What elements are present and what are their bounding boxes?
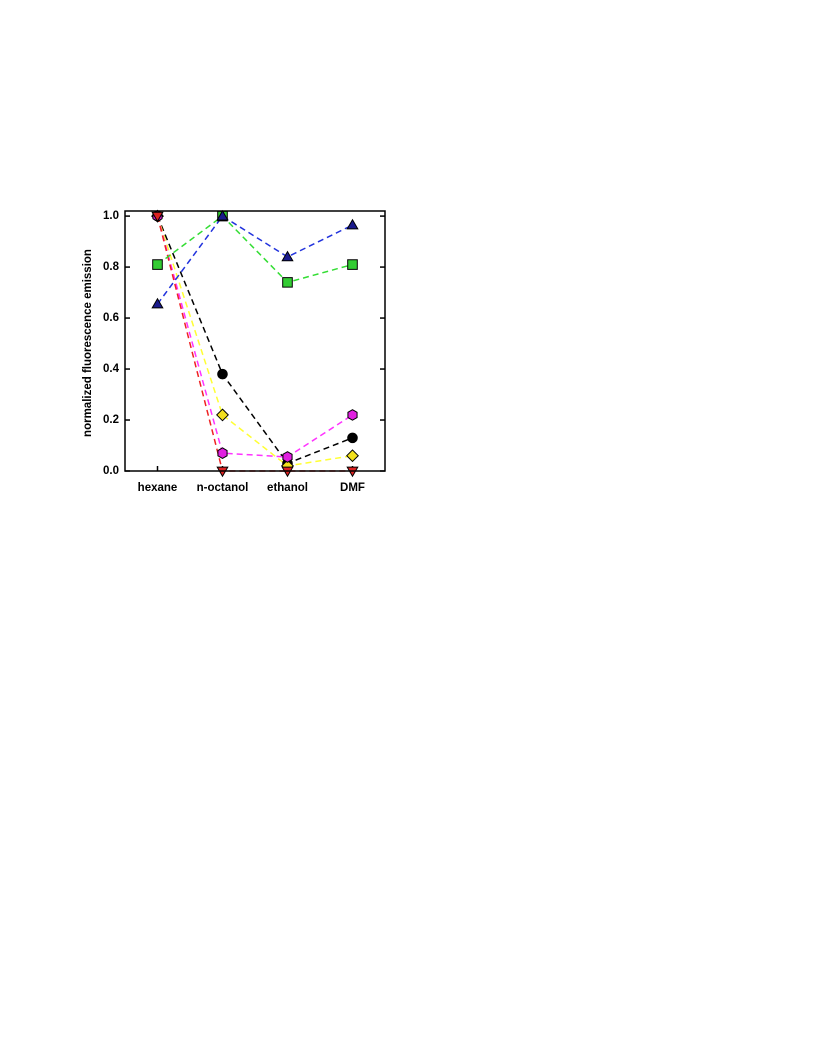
- x-tick-label: hexane: [138, 482, 178, 494]
- y-tick-label: 1.0: [103, 210, 119, 222]
- marker: [151, 211, 164, 223]
- series-line: [156, 215, 353, 467]
- y-tick-label: 0.0: [103, 465, 119, 477]
- marker: [217, 368, 228, 380]
- marker: [347, 409, 358, 421]
- y-tick-label: 0.2: [103, 414, 119, 426]
- series-line: [156, 215, 353, 305]
- marker: [347, 259, 358, 270]
- marker: [346, 449, 359, 463]
- marker: [282, 451, 293, 463]
- marker: [216, 209, 229, 221]
- marker: [152, 259, 163, 270]
- plot-frame: [124, 210, 386, 472]
- y-tick-label: 0.4: [103, 363, 120, 375]
- x-tick-label: ethanol: [267, 482, 308, 494]
- series-line: [156, 215, 353, 465]
- series-line: [156, 215, 353, 472]
- marker: [216, 408, 229, 422]
- marker: [346, 218, 359, 230]
- marker: [347, 432, 358, 444]
- x-tick-label: n-octanol: [197, 482, 249, 494]
- marker: [282, 277, 293, 288]
- marker: [217, 447, 228, 460]
- y-tick-label: 0.6: [103, 312, 119, 324]
- marker: [151, 297, 164, 309]
- x-tick-label: DMF: [340, 482, 365, 494]
- series-line: [157, 215, 353, 284]
- y-axis-label: normalized fluorescence emission: [82, 249, 94, 437]
- series-line: [156, 215, 353, 458]
- y-tick-label: 0.8: [103, 261, 120, 273]
- marker: [281, 250, 294, 262]
